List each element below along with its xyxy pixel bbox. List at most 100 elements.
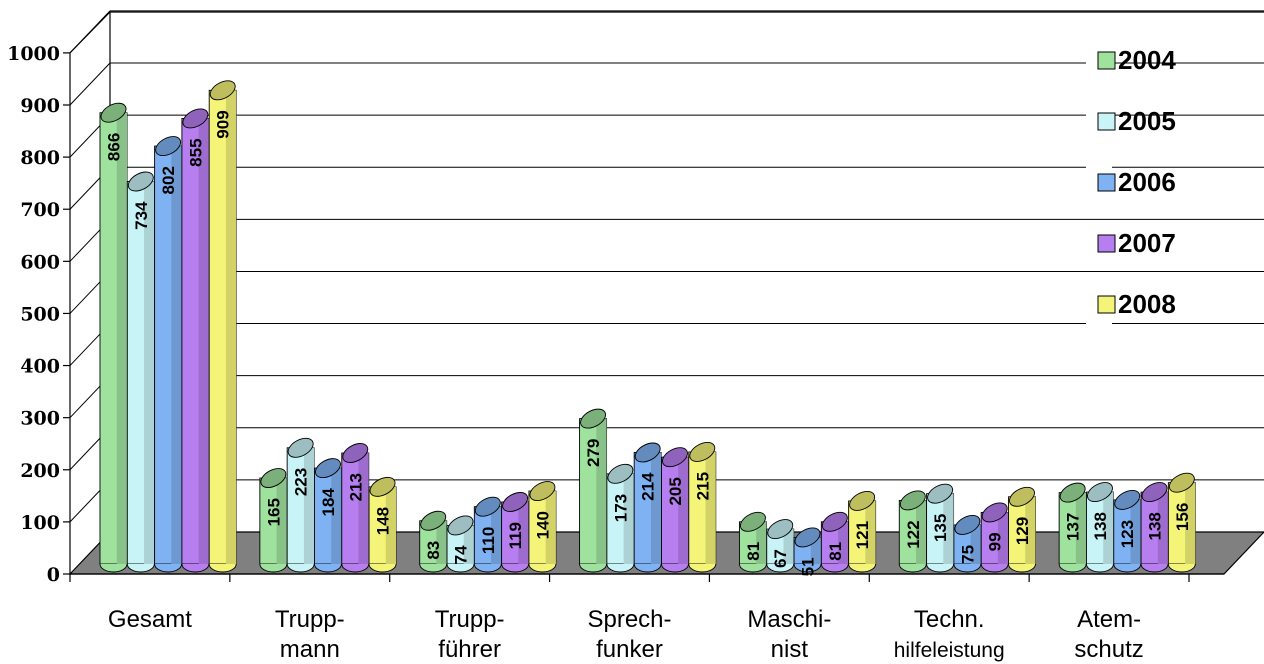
bar-4-2007 [820, 511, 849, 573]
bar-shade [1130, 499, 1141, 564]
value-label-6-2008: 156 [1173, 503, 1192, 531]
bar-top-cap [342, 443, 369, 463]
bar-1-2007 [341, 443, 370, 573]
legend: 2004 2005 2006 2007 2008 [1086, 38, 1176, 326]
bar-top-cap [739, 511, 766, 532]
bar-shade [596, 418, 607, 564]
bar-shade [1185, 482, 1196, 564]
bar-3-2007 [661, 447, 689, 573]
value-label-1-2004: 165 [264, 498, 283, 526]
bar-0-2008 [208, 80, 237, 573]
bar-shade [385, 486, 397, 564]
bar-top-cap [954, 514, 981, 535]
bar-shade [838, 521, 849, 564]
bar-shade [545, 491, 556, 564]
bar-shade [518, 501, 529, 564]
value-label-3-2004: 279 [584, 439, 603, 467]
value-label-2-2007: 119 [506, 522, 525, 549]
bar-0-2006 [154, 136, 183, 573]
bar-top-cap [767, 519, 794, 540]
bar-base [1113, 563, 1142, 573]
value-label-5-2007: 99 [986, 532, 1005, 551]
bar-2-2005 [446, 515, 475, 573]
y-tick-label-100: 100 [20, 512, 60, 534]
x-category-label-3-1: funker [596, 636, 663, 663]
bar-shade [331, 468, 342, 564]
bar-3-2004 [579, 408, 608, 573]
bar-shade [783, 529, 794, 564]
y-tick-label-0: 0 [47, 564, 60, 586]
bar-shade [436, 520, 447, 564]
value-label-5-2005: 135 [931, 514, 950, 542]
legend-swatch-2007 [1097, 234, 1116, 253]
value-label-0-2006: 802 [159, 166, 178, 194]
x-category-label-0-0: Gesamt [108, 606, 192, 633]
value-label-6-2006: 123 [1118, 520, 1137, 548]
gridline-side-1000 [69, 10, 111, 54]
bar-top-cap [1141, 482, 1168, 503]
bar-shade [491, 506, 502, 564]
bar-top-cap [927, 483, 954, 504]
value-label-6-2004: 137 [1064, 513, 1083, 541]
bar-2-2004 [419, 510, 448, 573]
bar-base [154, 563, 183, 573]
y-tick-label-700: 700 [20, 199, 60, 221]
bar-top-cap [287, 437, 314, 458]
bar-top-cap [447, 515, 474, 536]
bar-top-cap [474, 496, 501, 517]
bar-base [793, 563, 822, 573]
bar-shade [358, 453, 369, 564]
bar-shade [810, 537, 822, 564]
bar-shade [865, 500, 876, 564]
x-category-label-5-0: Techn. [914, 606, 985, 633]
value-label-0-2007: 855 [186, 138, 205, 166]
bar-base [1140, 563, 1169, 573]
bar-6-2008 [1167, 472, 1196, 573]
bar-5-2008 [1008, 486, 1036, 573]
bar-6-2005 [1085, 482, 1114, 573]
bar-shade [171, 146, 182, 564]
y-tick-label-500: 500 [20, 303, 60, 325]
bar-base [473, 563, 502, 573]
value-label-3-2006: 214 [639, 472, 658, 501]
x-category-label-1-1: mann [280, 636, 340, 663]
bar-1-2005 [286, 437, 315, 573]
bar-shade [1075, 492, 1087, 564]
value-label-5-2006: 75 [958, 545, 977, 564]
bar-base [528, 563, 557, 573]
bar-shade [144, 181, 155, 564]
x-category-label-1-0: Trupp- [275, 606, 345, 633]
x-category-label-4-0: Maschi- [747, 606, 831, 633]
value-label-6-2007: 138 [1146, 512, 1165, 540]
bar-0-2005 [126, 171, 155, 573]
bar-5-2004 [898, 490, 927, 573]
bar-shade [623, 473, 634, 564]
bar-top-cap [849, 491, 876, 511]
bar-base [606, 563, 635, 573]
value-label-2-2006: 110 [479, 527, 498, 554]
value-label-1-2007: 213 [346, 473, 365, 501]
x-category-label-6-0: Atem- [1077, 606, 1141, 633]
bar-top-cap [794, 527, 821, 548]
legend-swatch-2004 [1097, 51, 1116, 70]
legend-label-2005: 2005 [1118, 106, 1176, 136]
y-tick-label-200: 200 [20, 460, 60, 482]
value-label-1-2006: 184 [319, 488, 338, 517]
bar-shade [116, 112, 127, 565]
bar-top-cap [369, 476, 396, 497]
bar-4-2006 [793, 527, 822, 573]
bar-base [446, 563, 475, 573]
legend-label-2007: 2007 [1118, 228, 1176, 258]
value-label-2-2005: 74 [452, 545, 471, 564]
value-label-0-2005: 734 [132, 201, 151, 230]
x-category-label-2-1: führer [438, 636, 501, 663]
bar-shade [225, 90, 237, 564]
bar-top-cap [634, 442, 661, 463]
bar-5-2006 [953, 514, 982, 573]
bar-base [1085, 563, 1114, 573]
bar-shade [705, 451, 716, 564]
bar-shade [198, 118, 209, 564]
bar-base [501, 563, 530, 573]
bar-base [286, 563, 315, 573]
